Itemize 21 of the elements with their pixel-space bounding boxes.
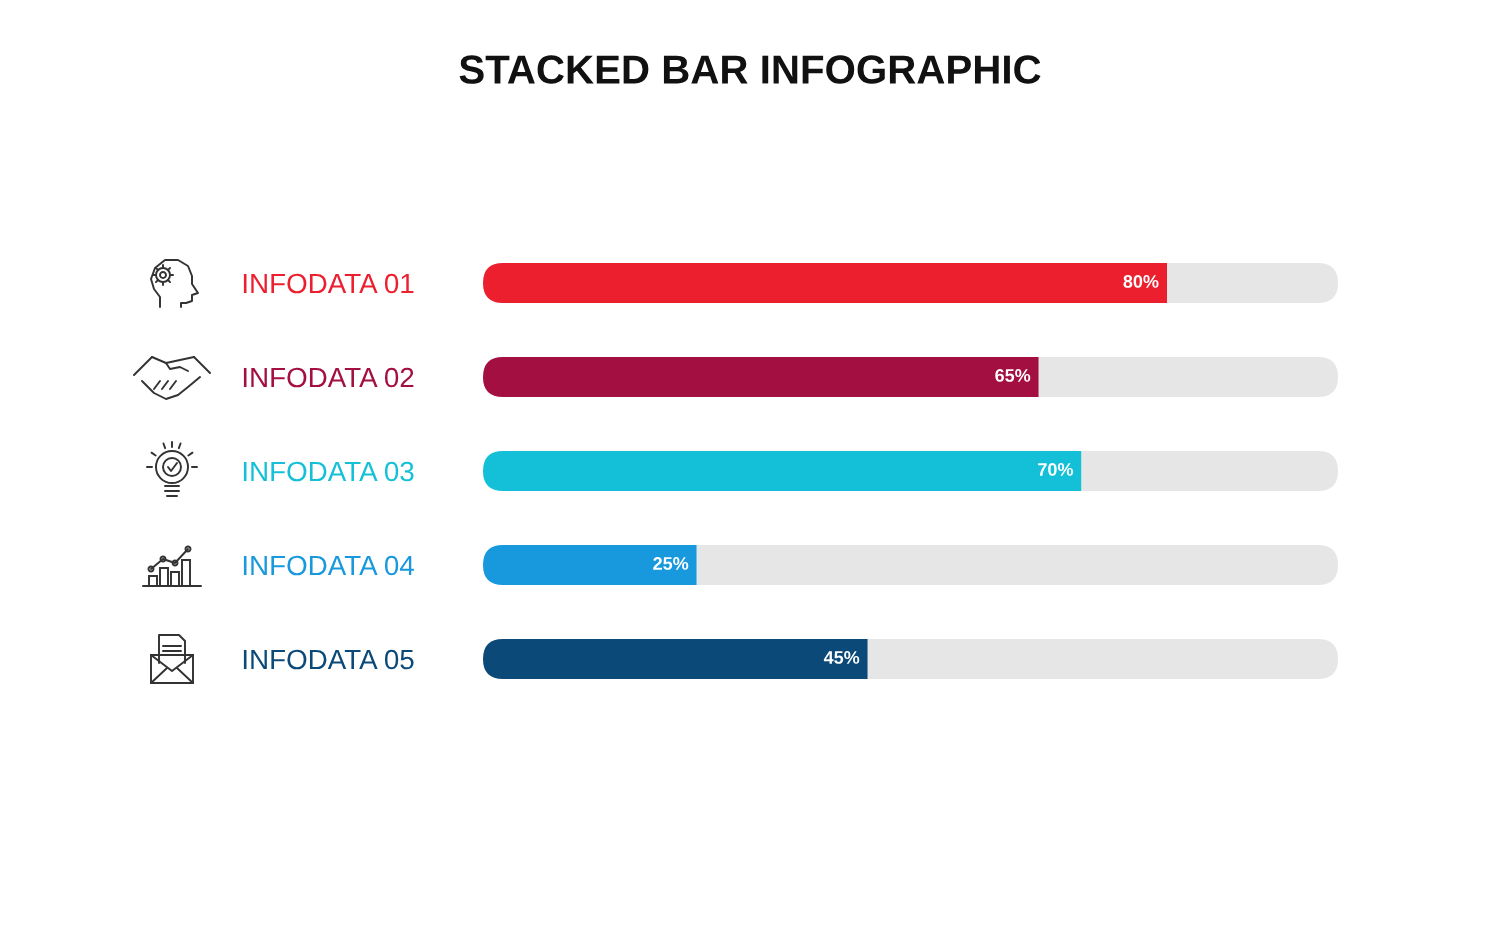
y-tick-label: INFODATA 05 [243,649,414,670]
data-label: 65% [995,369,1031,382]
bar [483,357,1039,397]
bar [867,639,1338,679]
bar [1038,357,1338,397]
y-tick-label: INFODATA 04 [243,555,414,576]
bar [1167,263,1338,303]
data-label: 80% [1123,275,1159,288]
y-tick-label: INFODATA 03 [243,461,414,482]
bar [1081,451,1338,491]
data-label: 70% [1038,463,1074,476]
y-tick-label: INFODATA 01 [243,273,414,294]
bar [483,263,1167,303]
y-tick-label: INFODATA 02 [243,367,414,388]
data-label: 45% [823,651,860,664]
bar [483,639,868,679]
bar [483,545,697,585]
bar [696,545,1338,585]
chart-title: STACKED BAR INFOGRAPHIC [459,55,1041,84]
data-label: 25% [653,557,689,570]
bar [483,451,1082,491]
